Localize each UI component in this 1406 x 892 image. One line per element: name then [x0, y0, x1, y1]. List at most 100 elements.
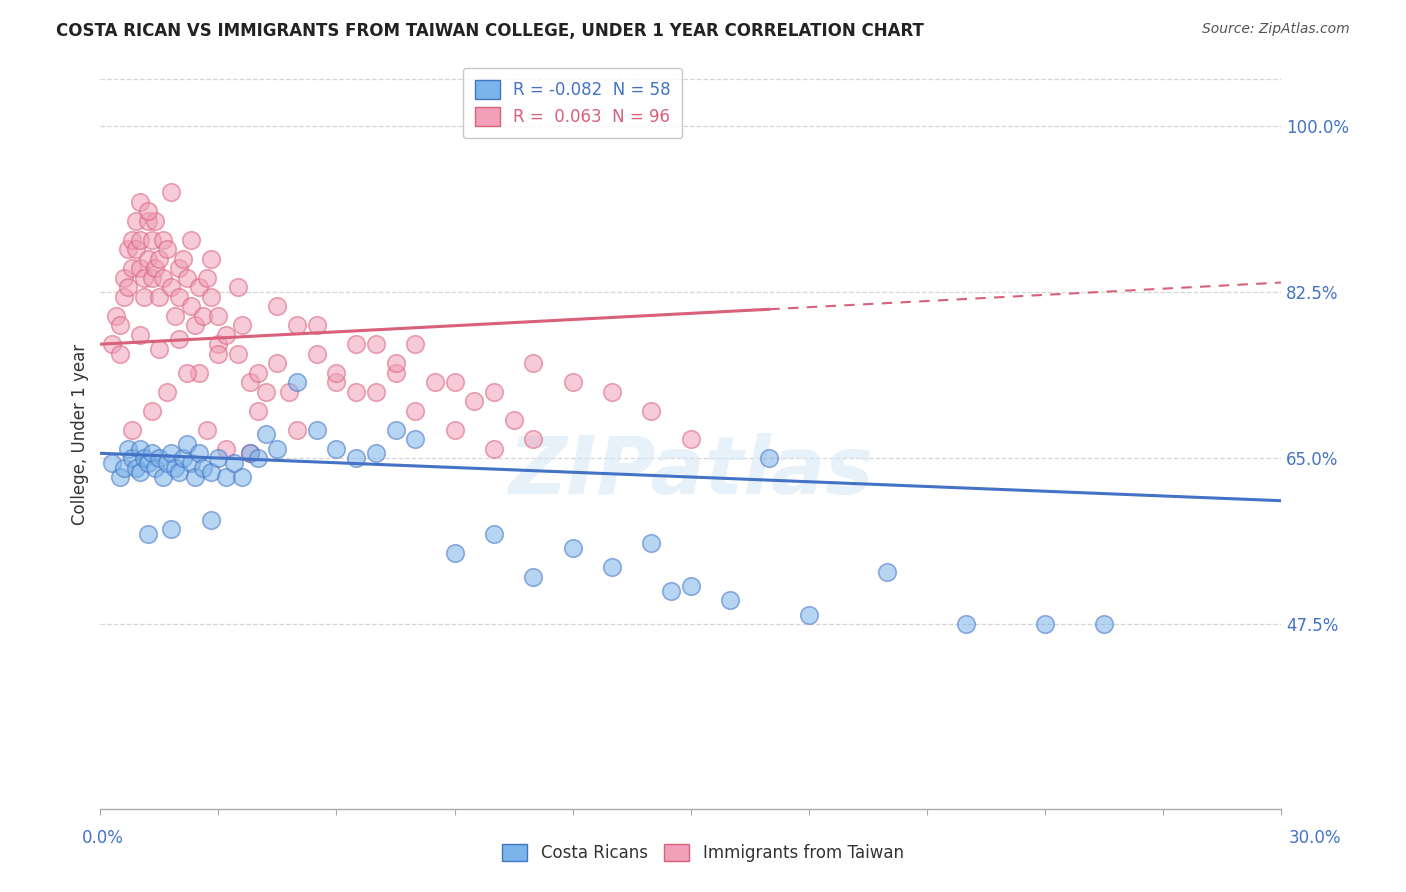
Point — [121, 423, 143, 437]
Point — [141, 446, 163, 460]
Point — [200, 290, 222, 304]
Point — [876, 565, 898, 579]
Point — [125, 460, 148, 475]
Point — [266, 299, 288, 313]
Point — [226, 280, 249, 294]
Point — [344, 337, 367, 351]
Point — [344, 450, 367, 465]
Point — [167, 290, 190, 304]
Point — [136, 456, 159, 470]
Point — [180, 456, 202, 470]
Point — [239, 375, 262, 389]
Point — [207, 309, 229, 323]
Point — [679, 579, 702, 593]
Point — [112, 290, 135, 304]
Point — [128, 442, 150, 456]
Point — [121, 233, 143, 247]
Point — [215, 470, 238, 484]
Point — [148, 450, 170, 465]
Point — [797, 607, 820, 622]
Point — [195, 423, 218, 437]
Point — [141, 403, 163, 417]
Point — [1033, 617, 1056, 632]
Point — [136, 252, 159, 266]
Point — [215, 327, 238, 342]
Point — [105, 309, 128, 323]
Point — [187, 446, 209, 460]
Point — [167, 261, 190, 276]
Text: 0.0%: 0.0% — [82, 829, 124, 847]
Point — [522, 432, 544, 446]
Point — [136, 527, 159, 541]
Point — [121, 261, 143, 276]
Point — [659, 583, 682, 598]
Point — [640, 536, 662, 550]
Point — [152, 270, 174, 285]
Text: Source: ZipAtlas.com: Source: ZipAtlas.com — [1202, 22, 1350, 37]
Point — [325, 442, 347, 456]
Point — [561, 541, 583, 556]
Point — [404, 432, 426, 446]
Point — [187, 366, 209, 380]
Point — [117, 280, 139, 294]
Point — [184, 470, 207, 484]
Point — [132, 450, 155, 465]
Point — [226, 346, 249, 360]
Point — [600, 384, 623, 399]
Point — [640, 403, 662, 417]
Point — [266, 442, 288, 456]
Point — [482, 384, 505, 399]
Point — [160, 186, 183, 200]
Point — [463, 394, 485, 409]
Point — [718, 593, 741, 607]
Point — [482, 527, 505, 541]
Point — [482, 442, 505, 456]
Point — [132, 270, 155, 285]
Point — [160, 280, 183, 294]
Point — [384, 356, 406, 370]
Point — [404, 403, 426, 417]
Point — [108, 346, 131, 360]
Point — [384, 423, 406, 437]
Point — [200, 252, 222, 266]
Point — [148, 252, 170, 266]
Text: ZIPatlas: ZIPatlas — [508, 433, 873, 511]
Point — [101, 456, 124, 470]
Point — [128, 327, 150, 342]
Point — [136, 204, 159, 219]
Point — [117, 442, 139, 456]
Point — [344, 384, 367, 399]
Point — [231, 318, 253, 333]
Point — [191, 309, 214, 323]
Point — [955, 617, 977, 632]
Point — [364, 384, 387, 399]
Point — [443, 423, 465, 437]
Point — [200, 513, 222, 527]
Point — [112, 270, 135, 285]
Point — [176, 366, 198, 380]
Point — [325, 375, 347, 389]
Point — [125, 214, 148, 228]
Point — [167, 333, 190, 347]
Point — [128, 261, 150, 276]
Point — [145, 261, 167, 276]
Point — [191, 460, 214, 475]
Y-axis label: College, Under 1 year: College, Under 1 year — [72, 343, 89, 524]
Point — [561, 375, 583, 389]
Point — [305, 423, 328, 437]
Point — [156, 384, 179, 399]
Point — [207, 450, 229, 465]
Point — [145, 214, 167, 228]
Point — [136, 214, 159, 228]
Point — [156, 243, 179, 257]
Point — [101, 337, 124, 351]
Point — [128, 233, 150, 247]
Point — [224, 456, 246, 470]
Point — [758, 450, 780, 465]
Point — [305, 318, 328, 333]
Point — [443, 375, 465, 389]
Point — [108, 470, 131, 484]
Point — [246, 450, 269, 465]
Point — [502, 413, 524, 427]
Point — [600, 560, 623, 574]
